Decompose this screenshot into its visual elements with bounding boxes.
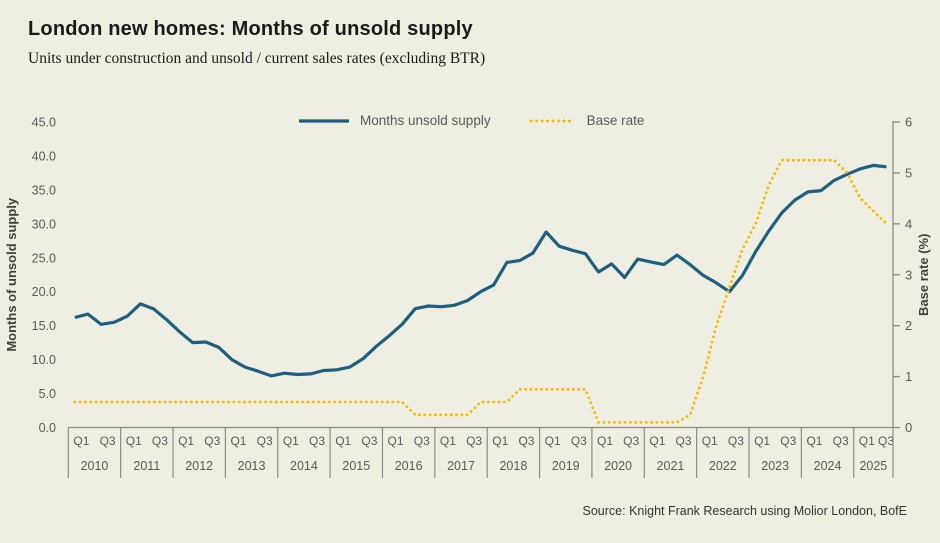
legend-supply-line-sample (299, 118, 349, 123)
quarter-tick-label: Q1 (178, 434, 194, 448)
quarter-tick-label: Q3 (309, 434, 325, 448)
quarter-tick-label: Q1 (73, 434, 89, 448)
left-axis-tick-label: 35.0 (32, 183, 56, 197)
left-axis-tick-label: 0.0 (39, 421, 56, 435)
year-tick-label: 2010 (81, 459, 109, 473)
right-axis-tick-label: 1 (905, 369, 912, 384)
supply-series-line (74, 163, 887, 378)
quarter-tick-label: Q3 (361, 434, 377, 448)
chart-legend: Months unsold supply Base rate (298, 113, 644, 128)
quarter-tick-label: Q1 (754, 434, 770, 448)
year-tick-label: 2025 (859, 459, 887, 473)
quarter-tick-label: Q1 (440, 434, 456, 448)
year-tick-label: 2013 (238, 459, 266, 473)
quarter-tick-label: Q1 (859, 434, 875, 448)
left-axis-tick-label: 40.0 (32, 149, 56, 163)
quarter-tick-label: Q3 (518, 434, 534, 448)
quarter-tick-label: Q3 (100, 434, 116, 448)
quarter-tick-label: Q1 (126, 434, 142, 448)
right-axis-tick-label: 5 (905, 165, 912, 180)
legend-supply-label: Months unsold supply (360, 113, 491, 128)
quarter-tick-label: Q1 (597, 434, 613, 448)
quarter-tick-label: Q3 (833, 434, 849, 448)
quarter-tick-label: Q3 (780, 434, 796, 448)
left-axis-tick-label: 20.0 (32, 285, 56, 299)
quarter-tick-label: Q3 (728, 434, 744, 448)
year-tick-label: 2021 (657, 459, 685, 473)
quarter-tick-label: Q3 (676, 434, 692, 448)
right-axis-tick-label: 6 (905, 115, 912, 130)
quarter-tick-label: Q1 (283, 434, 299, 448)
year-tick-label: 2014 (290, 459, 318, 473)
quarter-tick-label: Q1 (230, 434, 246, 448)
plot-area: 0.0 5.0 10.0 15.0 20.0 25.0 30.0 35.0 40.0 45.0 Mo… (4, 115, 931, 478)
quarter-tick-label: Q3 (466, 434, 482, 448)
year-tick-label: 2016 (395, 459, 423, 473)
left-axis-tick-label: 15.0 (32, 319, 56, 333)
year-tick-label: 2015 (342, 459, 370, 473)
year-tick-label: 2011 (133, 459, 160, 473)
quarter-tick-label: Q3 (204, 434, 220, 448)
left-axis-title: Months of unsold supply (4, 197, 19, 352)
left-axis-tick-label: 45.0 (32, 116, 56, 130)
legend-base-rate-line-sample (529, 119, 577, 122)
quarter-tick-label: Q1 (492, 434, 508, 448)
legend-base-rate-label: Base rate (586, 113, 645, 128)
chart-title: London new homes: Months of unsold suppl… (28, 18, 473, 40)
quarter-tick-label: Q3 (571, 434, 587, 448)
right-axis-tick-label: 0 (905, 420, 912, 435)
quarter-tick-label: Q3 (414, 434, 430, 448)
year-tick-label: 2023 (761, 459, 789, 473)
base-rate-series-line (73, 158, 888, 424)
right-axis-title: Base rate (%) (916, 234, 931, 316)
year-tick-label: 2022 (709, 459, 737, 473)
year-tick-label: 2020 (604, 459, 632, 473)
left-axis-tick-label: 5.0 (39, 387, 56, 401)
quarter-tick-label: Q3 (878, 434, 894, 448)
quarter-tick-label: Q1 (649, 434, 665, 448)
year-tick-label: 2019 (552, 459, 580, 473)
source-note: Source: Knight Frank Research using Moli… (582, 504, 907, 518)
left-axis-tick-label: 25.0 (32, 251, 56, 265)
right-axis-tick-label: 2 (905, 318, 912, 333)
quarter-tick-label: Q1 (335, 434, 351, 448)
year-tick-label: 2017 (447, 459, 475, 473)
chart-subtitle: Units under construction and unsold / cu… (28, 50, 486, 67)
quarter-tick-label: Q3 (623, 434, 639, 448)
left-axis-tick-label: 30.0 (32, 217, 56, 231)
year-tick-label: 2024 (814, 459, 842, 473)
quarter-tick-label: Q1 (545, 434, 561, 448)
right-axis-tick-label: 4 (905, 216, 912, 231)
quarter-tick-label: Q1 (702, 434, 718, 448)
quarter-tick-label: Q3 (257, 434, 273, 448)
year-tick-label: 2012 (185, 459, 213, 473)
quarter-tick-label: Q1 (806, 434, 822, 448)
left-axis-tick-label: 10.0 (32, 353, 56, 367)
right-axis-tick-label: 3 (905, 267, 912, 282)
year-tick-label: 2018 (499, 459, 527, 473)
quarter-tick-label: Q3 (152, 434, 168, 448)
quarter-tick-label: Q1 (388, 434, 404, 448)
